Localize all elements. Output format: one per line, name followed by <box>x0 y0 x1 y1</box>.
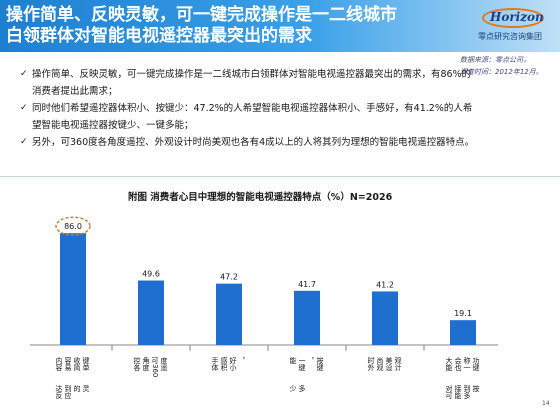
page-title: 操作简单、反映灵敏，可一键完成操作是一二线城市 白领群体对智能电视遥控器最突出的… <box>6 5 446 47</box>
category-label-2-part-3: 可360 <box>151 357 159 377</box>
category-label-5-part-3: 美设 <box>385 356 393 372</box>
finding-item-1: ✓ 操作简单、反映灵敏，可一键完成操作是一二线城市白领群体对智能电视遥控器最突出… <box>20 66 478 100</box>
page-title-line-2: 白领群体对智能电视遥控器最突出的需求 <box>6 26 312 46</box>
checkmark-icon: ✓ <box>20 103 28 113</box>
source-line-2: 调查时间：2012年12月。 <box>460 68 543 76</box>
data-label-6: 19.1 <box>454 309 472 318</box>
company-logo: Horizon 零点研究咨询集团 <box>474 8 552 46</box>
category-label-1-part-1: 内容 <box>55 356 63 372</box>
category-label-5-part-4: 观计 <box>394 357 402 372</box>
section-divider <box>0 176 560 177</box>
category-label-6-part-1: 大能 <box>445 356 453 372</box>
key-findings-list: ✓ 操作简单、反映灵敏，可一键完成操作是一二线城市白领群体对智能电视遥控器最突出… <box>20 66 478 151</box>
header-banner: 操作简单、反映灵敏，可一键完成操作是一二线城市 白领群体对智能电视遥控器最突出的… <box>0 0 560 52</box>
category-label-6-part-2: 会也 <box>454 356 462 371</box>
logo-text: Horizon <box>490 10 544 24</box>
data-label-5: 41.2 <box>376 280 394 289</box>
data-label-1: 86.0 <box>64 222 82 231</box>
finding-text-2: 同时他们希望遥控器体积小、按键少：47.2%的人希望智能电视遥控器体积小、手感好… <box>32 103 473 131</box>
bar-1 <box>60 233 86 345</box>
bar-5 <box>372 291 398 345</box>
finding-item-2: ✓ 同时他们希望遥控器体积小、按键少：47.2%的人希望智能电视遥控器体积小、手… <box>20 100 478 134</box>
category-label-4-part-4: 按键 <box>316 356 324 372</box>
category-label-3-part-3: 好小 <box>229 356 237 372</box>
category-label-1-part-2: 容易 <box>64 356 72 372</box>
category-label-1-part-8: 灵 <box>82 385 90 393</box>
data-source-note: 数据来源：零点公司， 调查时间：2012年12月。 <box>460 54 543 78</box>
category-label-4-part-1: 能 <box>289 356 297 365</box>
checkmark-icon: ✓ <box>20 69 28 79</box>
category-label-6-part-6: 接能 <box>454 384 462 400</box>
logo-ring-icon <box>482 8 544 28</box>
category-label-2-part-2: 角度 <box>142 356 150 372</box>
category-label-2-part-1: 控各 <box>133 356 141 372</box>
category-label-4-part-2: 一键 <box>298 357 306 372</box>
category-label-1-part-6: 到应 <box>64 385 72 400</box>
category-label-5-part-1: 时外 <box>367 356 375 372</box>
page-title-line-1: 操作简单、反映灵敏，可一键完成操作是一二线城市 <box>6 5 397 25</box>
chart-title: 附图 消费者心目中理想的智能电视遥控器特点（%）N=2026 <box>128 192 393 203</box>
category-label-6-part-5: 对可 <box>445 384 453 399</box>
finding-item-3: ✓ 另外，可360度各角度遥控、外观设计时尚美观也各有4成以上的人将其列为理想的… <box>20 134 478 151</box>
category-label-1-part-3: 收简 <box>73 356 81 372</box>
checkmark-icon: ✓ <box>20 137 28 147</box>
category-label-6-part-7: 到多 <box>463 385 471 400</box>
finding-text-3: 另外，可360度各角度遥控、外观设计时尚美观也各有4成以上的人将其列为理想的智能… <box>32 137 475 148</box>
bar-6 <box>450 320 476 345</box>
bar-chart: 86.0内容容易收简键单达反到应的灵敏49.6控各角度可360度遥47.2手体感… <box>30 216 498 400</box>
category-label-4-part-5: 少 <box>289 385 297 392</box>
data-label-2: 49.6 <box>142 270 160 279</box>
category-label-5-part-2: 尚观 <box>376 356 384 372</box>
bar-4 <box>294 290 320 345</box>
category-label-6-part-8: 按 <box>472 384 480 393</box>
bar-2 <box>138 280 164 345</box>
category-label-6-part-4: 功键 <box>472 356 480 372</box>
data-label-3: 47.2 <box>220 273 238 282</box>
category-label-4-part-6: 多 <box>298 384 306 393</box>
page-number: 14 <box>542 400 550 407</box>
category-label-1-part-7: 的 <box>73 384 81 393</box>
category-label-3-part-4: ， <box>238 357 246 364</box>
source-line-1: 数据来源：零点公司， <box>460 56 530 64</box>
category-label-4-part-3: ， <box>307 357 315 364</box>
category-label-6-part-3: 称一 <box>463 356 471 371</box>
data-label-4: 41.7 <box>298 280 316 289</box>
category-label-3-part-2: 感积 <box>220 356 228 372</box>
category-label-3-part-1: 手体 <box>211 356 219 372</box>
bar-3 <box>216 283 242 345</box>
category-label-1-part-5: 达反 <box>55 384 63 400</box>
category-label-2-part-4: 度遥 <box>160 356 168 372</box>
finding-text-1: 操作简单、反映灵敏，可一键完成操作是一二线城市白领群体对智能电视遥控器最突出的需… <box>32 69 472 97</box>
logo-subtitle: 零点研究咨询集团 <box>478 32 542 41</box>
category-label-1-part-4: 键单 <box>82 356 90 372</box>
